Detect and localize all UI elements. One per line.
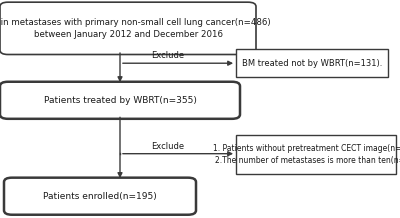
Text: Patients enrolled(n=195): Patients enrolled(n=195) — [43, 192, 157, 201]
Text: Exclude: Exclude — [152, 141, 184, 151]
FancyBboxPatch shape — [0, 2, 256, 54]
Text: Patients treated by WBRT(n=355): Patients treated by WBRT(n=355) — [44, 96, 196, 105]
Text: 1. Patients without pretreatment CECT image(n=138)
2.The number of metastases is: 1. Patients without pretreatment CECT im… — [213, 144, 400, 165]
Text: Exclude: Exclude — [152, 51, 184, 60]
FancyBboxPatch shape — [4, 178, 196, 215]
Text: BM treated not by WBRT(n=131).: BM treated not by WBRT(n=131). — [242, 59, 382, 68]
FancyBboxPatch shape — [236, 49, 388, 77]
Text: Brain metastases with primary non-small cell lung cancer(n=486)
between January : Brain metastases with primary non-small … — [0, 18, 270, 39]
FancyBboxPatch shape — [236, 135, 396, 174]
FancyBboxPatch shape — [0, 82, 240, 119]
